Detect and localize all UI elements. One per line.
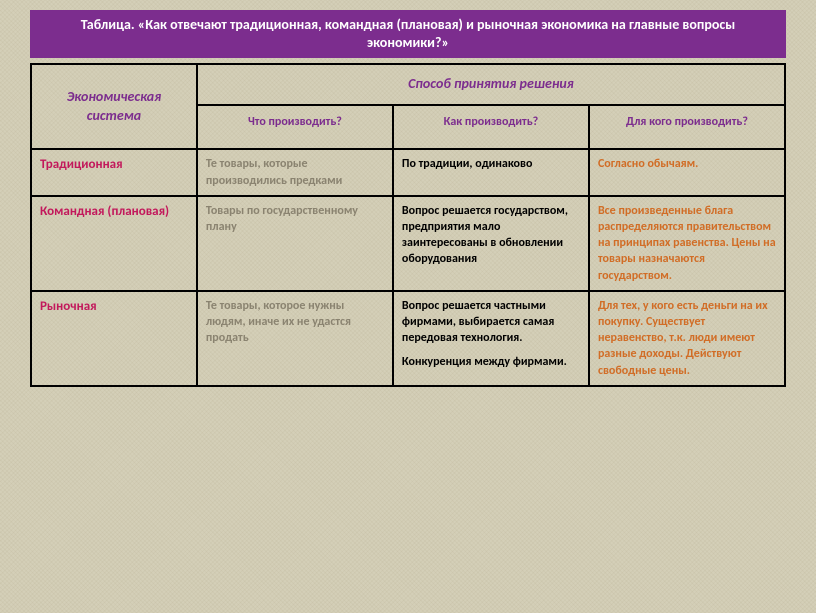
market-c2b: Конкуренция между фирмами.	[402, 354, 580, 370]
market-c3: Для тех, у кого есть деньги на их покупк…	[589, 291, 785, 386]
title-bar: Таблица. «Как отвечают традиционная, ком…	[30, 10, 786, 58]
market-c1: Те товары, которое нужны людям, иначе их…	[197, 291, 393, 386]
economics-table: Экономическая система Способ принятия ре…	[30, 63, 786, 386]
header-system: Экономическая система	[31, 64, 197, 149]
header-q3: Для кого производить?	[589, 105, 785, 149]
row-command: Командная (плановая) Товары по государст…	[31, 196, 785, 291]
row-traditional: Традиционная Те товары, которые производ…	[31, 149, 785, 195]
traditional-c3: Согласно обычаям.	[589, 149, 785, 195]
command-c3: Все произведенные блага распределяются п…	[589, 196, 785, 291]
command-c1: Товары по государственному плану	[197, 196, 393, 291]
header-q1: Что производить?	[197, 105, 393, 149]
traditional-c1: Те товары, которые производились предкам…	[197, 149, 393, 195]
label-command: Командная (плановая)	[31, 196, 197, 291]
command-c2: Вопрос решается государством, предприяти…	[393, 196, 589, 291]
header-method: Способ принятия решения	[197, 64, 785, 105]
label-traditional: Традиционная	[31, 149, 197, 195]
traditional-c2: По традиции, одинаково	[393, 149, 589, 195]
market-c2: Вопрос решается частными фирмами, выбира…	[393, 291, 589, 386]
label-market: Рыночная	[31, 291, 197, 386]
header-row-1: Экономическая система Способ принятия ре…	[31, 64, 785, 105]
row-market: Рыночная Те товары, которое нужны людям,…	[31, 291, 785, 386]
header-q2: Как производить?	[393, 105, 589, 149]
market-c2a: Вопрос решается частными фирмами, выбира…	[402, 298, 580, 347]
